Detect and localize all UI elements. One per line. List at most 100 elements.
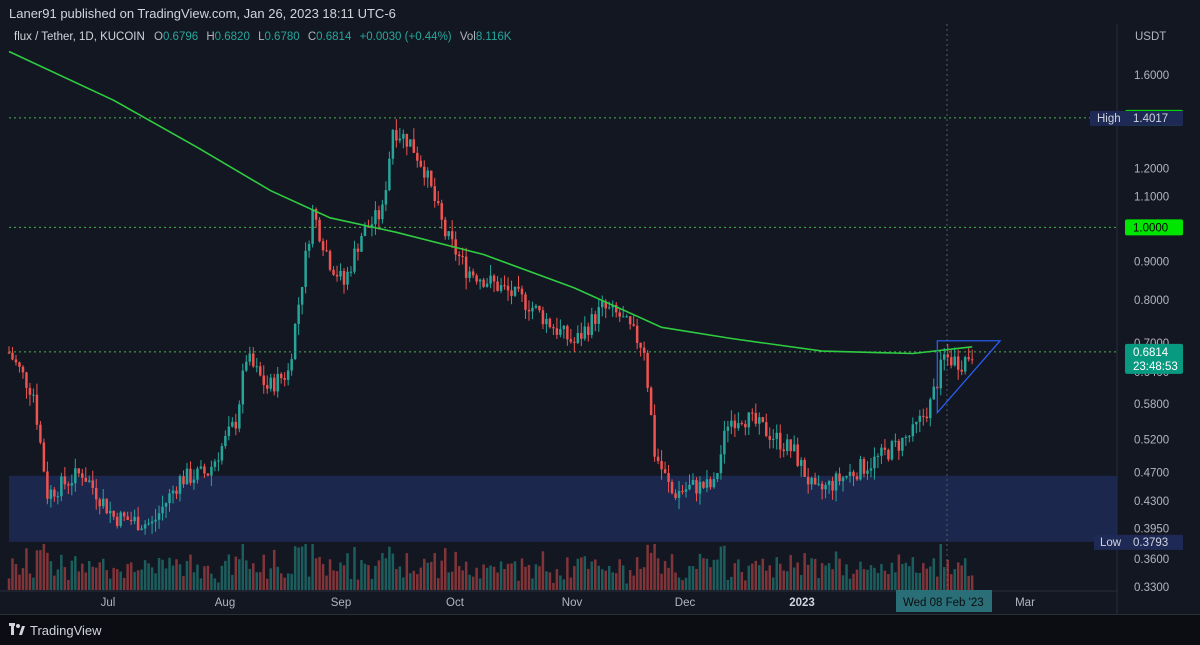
candle[interactable]: [632, 324, 635, 326]
candle[interactable]: [21, 366, 25, 373]
candle[interactable]: [276, 373, 279, 392]
candle[interactable]: [475, 275, 478, 282]
candle[interactable]: [723, 430, 726, 455]
candle[interactable]: [370, 224, 374, 228]
candle[interactable]: [74, 468, 77, 484]
candle[interactable]: [754, 412, 758, 424]
candle[interactable]: [443, 219, 447, 237]
candle[interactable]: [792, 444, 796, 452]
candle[interactable]: [744, 423, 747, 428]
candle[interactable]: [496, 281, 499, 291]
candle[interactable]: [820, 483, 824, 490]
chart-canvas[interactable]: 1.60001.20001.10000.90000.80000.70000.64…: [0, 24, 1200, 614]
candle[interactable]: [136, 516, 140, 531]
candle[interactable]: [468, 271, 471, 278]
candle[interactable]: [761, 417, 765, 423]
candle[interactable]: [140, 528, 143, 531]
candle[interactable]: [614, 304, 618, 313]
candle[interactable]: [213, 461, 217, 467]
candle[interactable]: [335, 274, 339, 277]
candle[interactable]: [105, 498, 108, 514]
candle[interactable]: [450, 231, 454, 240]
candle[interactable]: [946, 354, 949, 358]
candle[interactable]: [799, 459, 803, 466]
candle[interactable]: [716, 473, 719, 480]
candle[interactable]: [677, 491, 681, 498]
candle[interactable]: [824, 485, 827, 490]
candle[interactable]: [841, 477, 845, 482]
chart-area[interactable]: 1.60001.20001.10000.90000.80000.70000.64…: [0, 24, 1200, 614]
candle[interactable]: [538, 305, 541, 311]
candle[interactable]: [621, 316, 625, 318]
candle[interactable]: [803, 459, 806, 477]
level-price-tag[interactable]: [1125, 219, 1183, 236]
candle[interactable]: [796, 444, 799, 466]
candle[interactable]: [915, 421, 918, 425]
candle[interactable]: [559, 329, 562, 335]
candle[interactable]: [143, 524, 147, 529]
candle[interactable]: [412, 139, 416, 153]
candle[interactable]: [290, 359, 293, 371]
candle[interactable]: [168, 493, 171, 504]
candle[interactable]: [217, 460, 220, 462]
candle[interactable]: [402, 133, 405, 139]
candle[interactable]: [663, 469, 667, 474]
candle[interactable]: [922, 415, 925, 417]
candle[interactable]: [279, 373, 283, 379]
last-price-tag[interactable]: [1125, 343, 1183, 374]
candle[interactable]: [503, 285, 506, 287]
candle[interactable]: [897, 440, 901, 451]
candle[interactable]: [67, 484, 70, 486]
candle[interactable]: [649, 387, 653, 416]
candle[interactable]: [150, 521, 154, 524]
candle[interactable]: [611, 304, 614, 308]
candle[interactable]: [171, 490, 175, 494]
candle[interactable]: [318, 219, 321, 242]
candle[interactable]: [70, 483, 74, 486]
candle[interactable]: [524, 294, 527, 310]
candle[interactable]: [388, 158, 391, 191]
candle[interactable]: [939, 359, 943, 389]
candle[interactable]: [963, 357, 967, 372]
candle[interactable]: [112, 510, 115, 517]
candle[interactable]: [901, 437, 904, 451]
candle[interactable]: [635, 325, 639, 343]
candle[interactable]: [220, 446, 224, 461]
candle[interactable]: [374, 210, 377, 225]
candle[interactable]: [873, 456, 876, 469]
candle[interactable]: [573, 341, 576, 343]
candle[interactable]: [730, 420, 733, 427]
triangle-drawing[interactable]: [936, 340, 1002, 415]
candle[interactable]: [25, 372, 28, 388]
candle[interactable]: [883, 447, 887, 450]
tradingview-brand[interactable]: TradingView: [30, 623, 102, 638]
candle[interactable]: [597, 307, 601, 324]
candle[interactable]: [852, 471, 855, 477]
candle[interactable]: [510, 290, 513, 296]
candle[interactable]: [42, 442, 46, 472]
candle[interactable]: [848, 471, 852, 476]
candle[interactable]: [255, 366, 259, 368]
candle[interactable]: [185, 468, 189, 485]
candle[interactable]: [838, 473, 841, 482]
candle[interactable]: [817, 483, 820, 485]
candle[interactable]: [625, 316, 628, 318]
candle[interactable]: [506, 285, 510, 291]
candle[interactable]: [262, 375, 265, 386]
candle[interactable]: [433, 186, 436, 202]
demand-zone[interactable]: [9, 475, 1117, 542]
candle[interactable]: [210, 466, 213, 476]
candle[interactable]: [297, 304, 300, 324]
candle[interactable]: [129, 519, 133, 522]
candle[interactable]: [831, 481, 834, 491]
candle[interactable]: [758, 417, 761, 424]
candle[interactable]: [517, 286, 520, 289]
candle[interactable]: [726, 426, 730, 431]
candle[interactable]: [943, 354, 946, 360]
candle[interactable]: [775, 432, 778, 439]
candle[interactable]: [866, 470, 869, 474]
candle[interactable]: [28, 387, 32, 395]
candle[interactable]: [269, 377, 272, 389]
candle[interactable]: [14, 359, 18, 363]
candle[interactable]: [416, 152, 419, 161]
